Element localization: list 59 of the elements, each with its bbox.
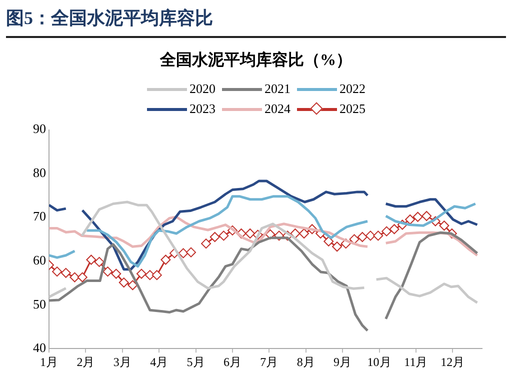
legend-label: 2025	[340, 101, 366, 117]
point	[439, 220, 450, 231]
point	[422, 211, 432, 222]
point	[128, 280, 138, 290]
x-tick-label: 2月	[76, 354, 95, 369]
point	[77, 272, 88, 282]
legend-label: 2023	[190, 101, 216, 117]
point	[144, 270, 155, 280]
point	[405, 214, 416, 225]
legend-label: 2021	[264, 81, 290, 97]
x-tick-label: 1月	[40, 354, 58, 369]
x-tick-label: 5月	[186, 354, 205, 369]
x-tick-label: 3月	[113, 354, 132, 369]
point	[86, 254, 96, 265]
point	[389, 224, 400, 234]
chart-subtitle: 全国水泥平均库容比（%）	[158, 50, 353, 71]
y-tick-label: 90	[33, 121, 46, 136]
point	[52, 266, 62, 277]
point	[245, 228, 256, 239]
point	[357, 232, 368, 242]
y-tick-label: 60	[33, 252, 46, 268]
point	[412, 212, 423, 222]
x-tick-label: 8月	[296, 354, 315, 369]
point	[365, 230, 376, 241]
point	[102, 266, 113, 277]
x-tick-label: 9月	[334, 354, 352, 369]
y-tick-label: 40	[33, 340, 46, 356]
point	[324, 236, 334, 246]
y-tick-label: 50	[33, 296, 46, 312]
point	[332, 242, 342, 252]
legend-label: 2022	[340, 81, 366, 97]
point	[210, 232, 220, 242]
point	[160, 254, 171, 265]
point	[299, 228, 310, 239]
point	[178, 248, 188, 258]
x-tick-label: 11月	[404, 354, 428, 369]
point	[60, 268, 71, 278]
legend-label: 2020	[190, 81, 216, 97]
point	[111, 268, 122, 279]
y-tick-label: 70	[33, 208, 46, 224]
point	[70, 272, 80, 282]
point	[201, 238, 212, 249]
x-tick-label: 7月	[260, 354, 278, 369]
x-tick-label: 12月	[440, 354, 465, 369]
point	[136, 268, 146, 279]
point	[186, 247, 196, 258]
chart-title: 图5：全国水泥平均库容比	[6, 6, 506, 38]
point	[349, 234, 360, 244]
point	[118, 278, 129, 288]
point	[94, 256, 104, 267]
point	[382, 226, 392, 236]
y-tick-label: 80	[33, 164, 46, 180]
point	[373, 230, 384, 241]
x-tick-label: 10月	[367, 354, 392, 369]
point	[218, 230, 229, 241]
legend-label: 2024	[264, 101, 290, 117]
point	[152, 270, 162, 280]
x-tick-label: 6月	[223, 354, 242, 369]
x-tick-label: 4月	[150, 354, 168, 369]
